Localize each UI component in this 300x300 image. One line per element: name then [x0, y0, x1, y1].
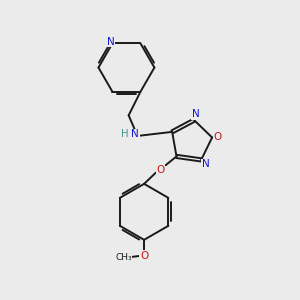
Text: O: O: [214, 133, 222, 142]
Text: CH₃: CH₃: [115, 253, 132, 262]
Text: N: N: [202, 159, 209, 169]
Text: N: N: [107, 37, 115, 47]
Text: O: O: [156, 165, 164, 175]
Text: N: N: [192, 109, 200, 119]
Text: O: O: [140, 251, 148, 261]
Text: N: N: [131, 130, 139, 140]
Text: H: H: [122, 130, 129, 140]
